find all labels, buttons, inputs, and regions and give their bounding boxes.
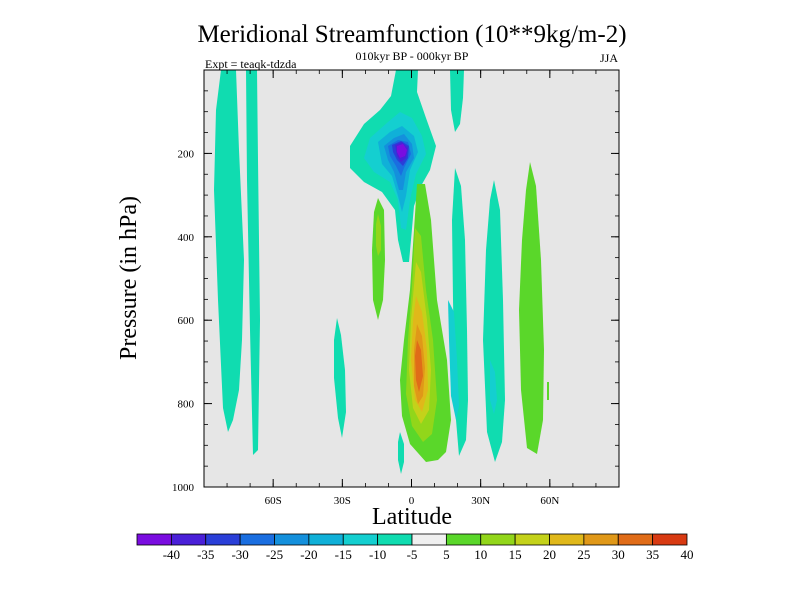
contour-pos-60n	[519, 162, 544, 454]
colorbar-label: 40	[681, 547, 694, 562]
minor-ticks	[203, 69, 620, 488]
x-tick-label: 0	[409, 495, 415, 507]
colorbar-label: -20	[300, 547, 317, 562]
colorbar-label: 10	[474, 547, 487, 562]
colorbar-swatch	[239, 533, 275, 546]
colorbar-swatch	[583, 533, 619, 546]
contour-trop-neg-40	[397, 144, 407, 158]
y-tick-label: 800	[178, 399, 195, 411]
colorbar-swatch	[377, 533, 413, 546]
chart-title: Meridional Streamfunction (10**9kg/m-2)	[197, 21, 626, 48]
colorbar-swatch	[480, 533, 516, 546]
colorbar: -40 -35 -30 -25 -20 -15 -10 -5 5 10 15 20 25 30 35 40	[136, 533, 694, 562]
colorbar-label: 30	[612, 547, 625, 562]
y-tick-label: 200	[178, 148, 195, 160]
contour-neg-40n	[483, 180, 505, 462]
x-tick-label: 30S	[334, 495, 351, 507]
contour-neg-60s	[214, 70, 244, 432]
colorbar-swatch	[342, 533, 379, 546]
chart-subtitle-right: JJA	[600, 51, 618, 65]
plot-frame	[203, 69, 620, 488]
contour-pos-10s	[372, 198, 385, 320]
colorbar-swatch	[308, 533, 344, 546]
colorbar-label: -30	[231, 547, 248, 562]
colorbar-swatch	[549, 533, 585, 546]
colorbar-label: -25	[266, 547, 283, 562]
colorbar-label: -35	[197, 547, 214, 562]
y-tick-label: 600	[178, 315, 195, 327]
colorbar-label: 20	[543, 547, 556, 562]
colorbar-label: -40	[163, 547, 180, 562]
colorbar-swatch	[445, 533, 482, 546]
x-tick-label: 60S	[265, 495, 282, 507]
x-axis-label: Latitude	[372, 504, 452, 530]
chart-subtitle-center: 010kyr BP - 000kyr BP	[356, 49, 469, 63]
contour-neg-20n-top	[450, 70, 464, 132]
colorbar-swatch	[617, 533, 654, 546]
colorbar-label: 25	[577, 547, 590, 562]
colorbar-swatch	[136, 533, 172, 546]
colorbar-swatch	[170, 533, 207, 546]
colorbar-label: 15	[509, 547, 522, 562]
x-tick-label: 30N	[471, 495, 490, 507]
contour-trop-pos-30	[415, 340, 423, 392]
contour-pos-60n-tick	[547, 382, 549, 400]
contour-neg-40n-inner	[490, 360, 497, 414]
y-axis-label: Pressure (in hPa)	[116, 196, 142, 360]
y-tick-label: 400	[178, 232, 195, 244]
colorbar-label: -15	[335, 547, 352, 562]
contour-neg-tropic-low	[398, 432, 404, 474]
contour-neg-30s	[334, 318, 346, 438]
colorbar-swatch	[205, 533, 241, 546]
colorbar-swatch	[514, 533, 550, 546]
contour-neg-20n-inner	[448, 300, 459, 420]
colorbar-swatch	[652, 533, 688, 546]
colorbar-label: -5	[407, 547, 418, 562]
colorbar-swatch	[411, 533, 447, 546]
colorbar-label: 35	[646, 547, 659, 562]
colorbar-swatch	[274, 533, 310, 546]
y-tick-label: 1000	[172, 482, 195, 494]
contour-pos-10s-inner	[376, 214, 381, 256]
colorbar-label: -10	[369, 547, 386, 562]
x-tick-label: 60N	[540, 495, 559, 507]
chart-subtitle-left: Expt = teaqk-tdzda	[205, 57, 297, 71]
contour-fill-layer	[214, 70, 549, 474]
colorbar-label: 5	[443, 547, 450, 562]
contour-neg-50s-tall	[246, 70, 260, 455]
x-axis-ticks: 60S 30S 0 30N 60N	[265, 70, 559, 507]
